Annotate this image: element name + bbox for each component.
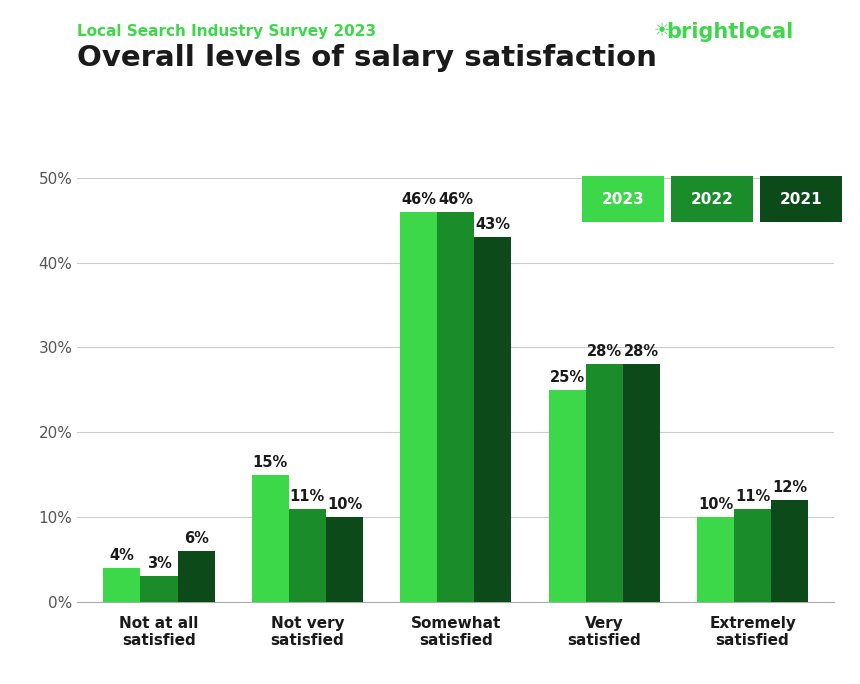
Bar xyxy=(289,509,326,602)
Bar xyxy=(697,517,734,602)
Bar xyxy=(734,509,771,602)
Text: Overall levels of salary satisfaction: Overall levels of salary satisfaction xyxy=(77,44,657,73)
Text: brightlocal: brightlocal xyxy=(666,22,794,42)
Text: 10%: 10% xyxy=(697,497,733,512)
Text: 2023: 2023 xyxy=(601,192,644,207)
Text: 4%: 4% xyxy=(109,548,134,563)
Text: 28%: 28% xyxy=(624,344,659,359)
Text: 11%: 11% xyxy=(735,488,771,503)
FancyBboxPatch shape xyxy=(582,176,664,222)
Text: 10%: 10% xyxy=(327,497,362,512)
Text: 28%: 28% xyxy=(587,344,622,359)
Text: 2021: 2021 xyxy=(779,192,822,207)
Bar xyxy=(771,500,808,602)
Bar xyxy=(437,212,475,602)
Bar xyxy=(475,237,512,602)
Bar xyxy=(326,517,363,602)
Bar xyxy=(586,365,623,602)
Text: 3%: 3% xyxy=(146,556,171,571)
Bar xyxy=(400,212,437,602)
Bar xyxy=(252,475,289,602)
Bar xyxy=(140,577,177,602)
Text: 12%: 12% xyxy=(772,480,808,495)
Text: ☀: ☀ xyxy=(654,22,670,40)
Text: 6%: 6% xyxy=(184,531,209,546)
Bar xyxy=(623,365,660,602)
FancyBboxPatch shape xyxy=(760,176,842,222)
Text: 15%: 15% xyxy=(253,455,288,470)
Text: 46%: 46% xyxy=(402,192,436,207)
Bar xyxy=(549,390,586,602)
Bar xyxy=(103,568,140,602)
FancyBboxPatch shape xyxy=(671,176,752,222)
Text: 25%: 25% xyxy=(550,370,585,385)
Text: 11%: 11% xyxy=(290,488,325,503)
Text: 43%: 43% xyxy=(476,217,510,232)
Text: 46%: 46% xyxy=(439,192,473,207)
Text: 2022: 2022 xyxy=(691,192,734,207)
Text: Local Search Industry Survey 2023: Local Search Industry Survey 2023 xyxy=(77,24,377,39)
Bar xyxy=(177,551,215,602)
